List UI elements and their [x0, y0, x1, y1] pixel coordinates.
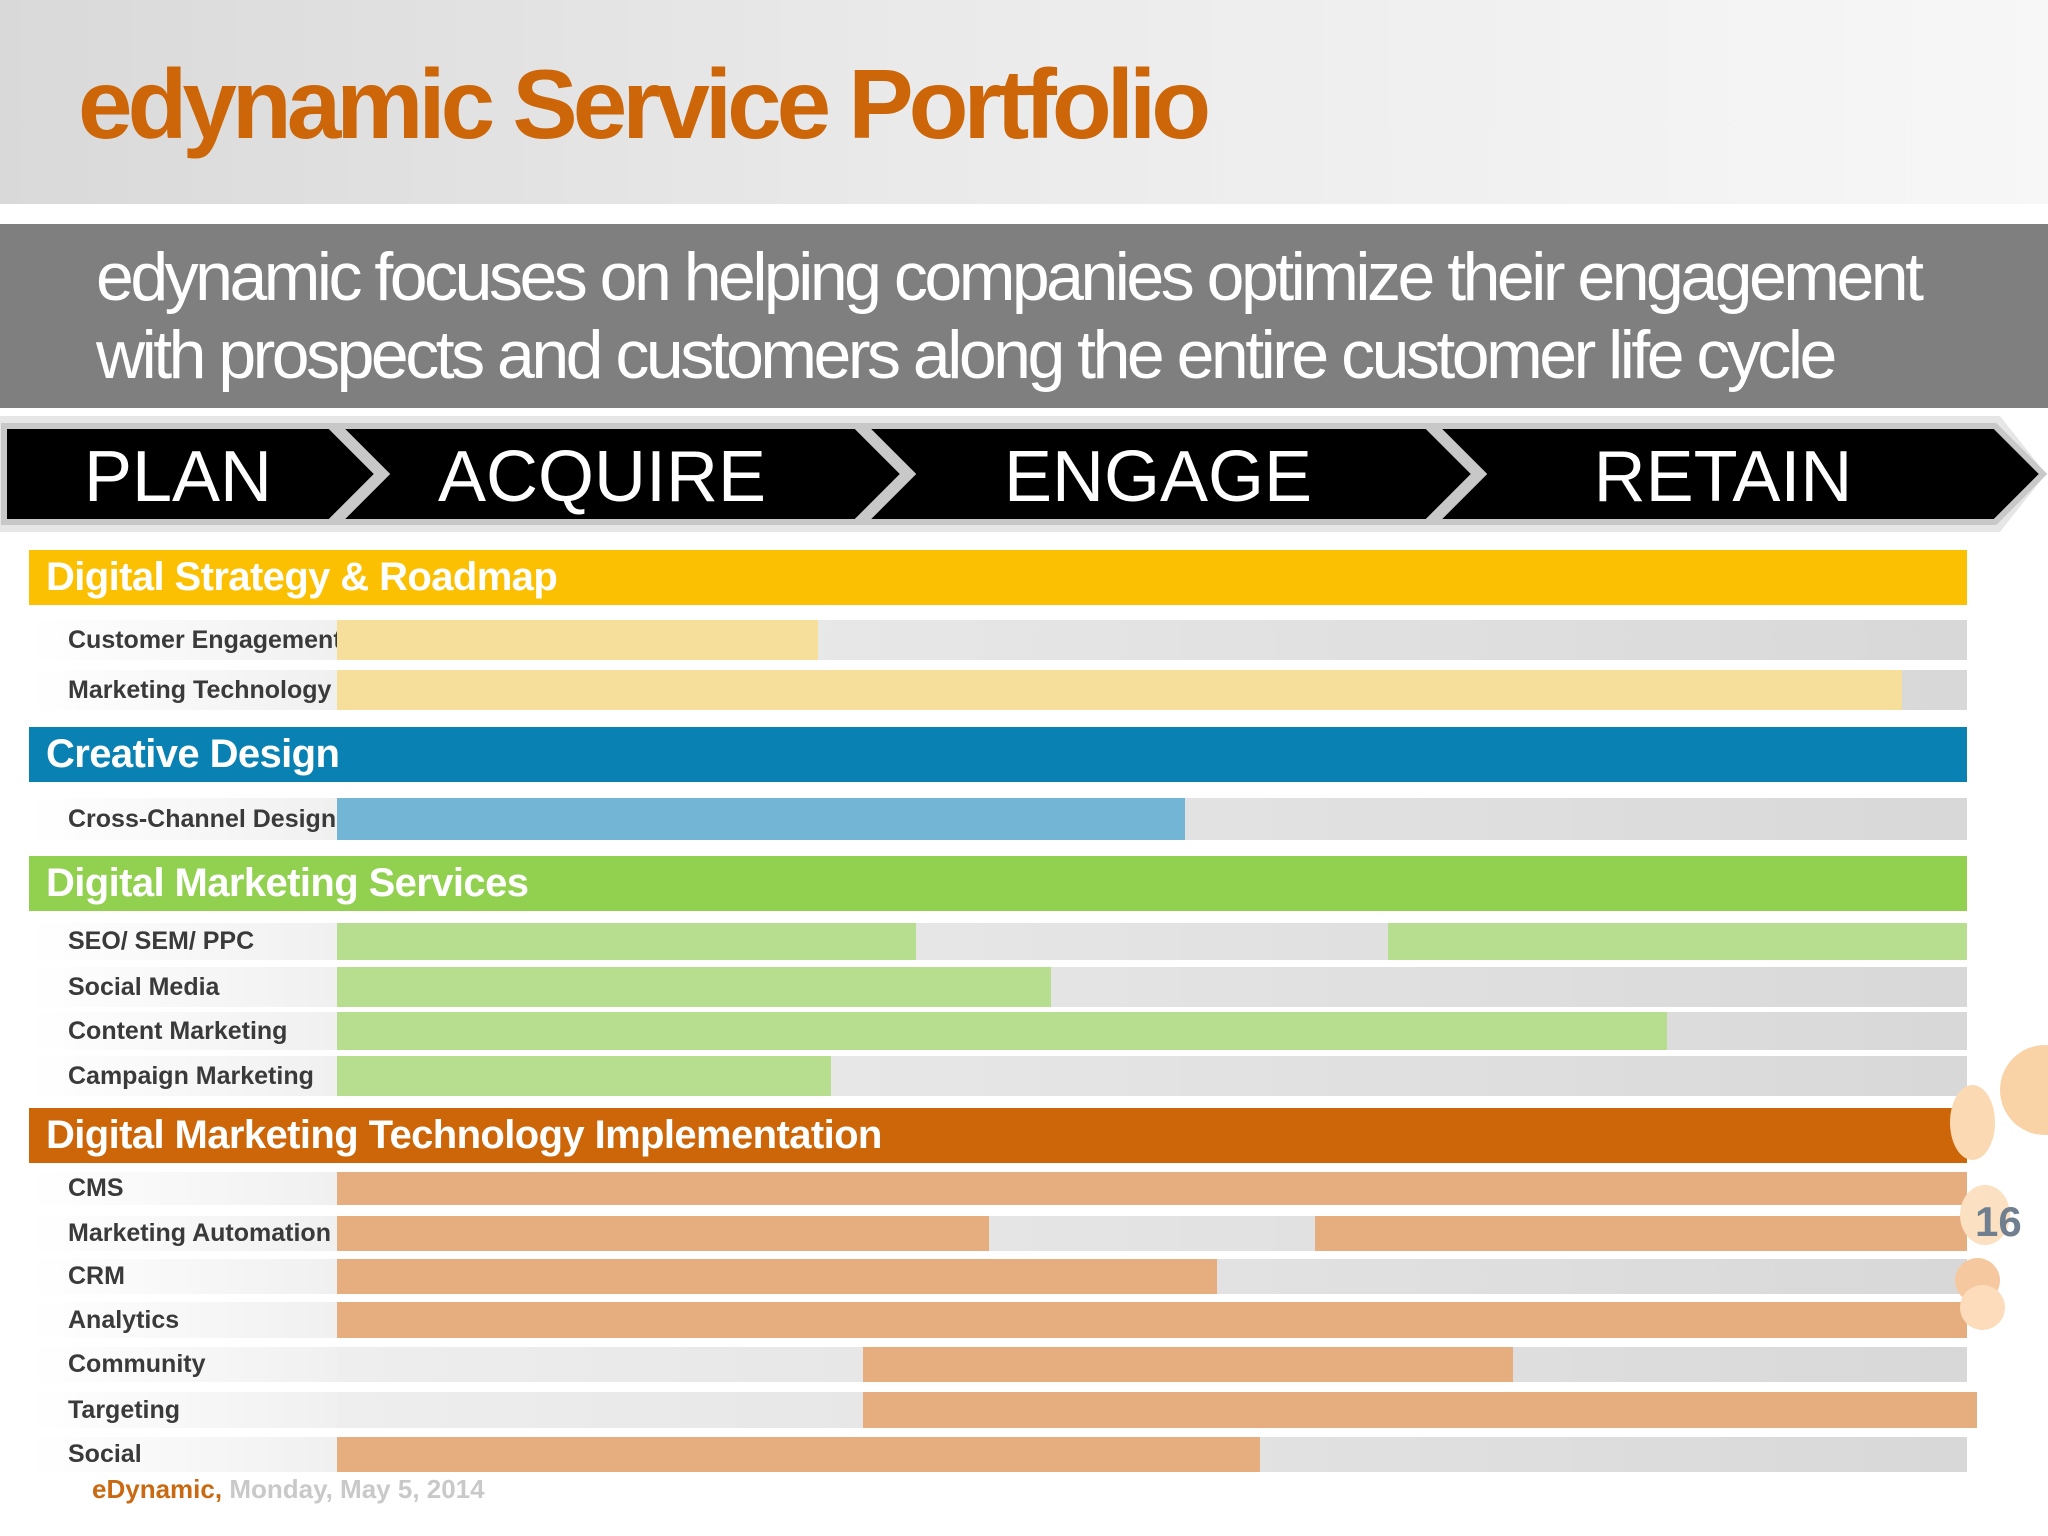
service-row: Targeting	[29, 1392, 1977, 1428]
footer-brand: eDynamic,	[92, 1474, 223, 1504]
coverage-bar	[337, 1302, 1967, 1338]
row-label-background	[29, 1437, 337, 1472]
coverage-bar	[337, 1012, 1667, 1050]
coverage-bar	[1315, 1216, 1967, 1251]
phase-arrows: PLAN ACQUIRE ENGAGE RETAIN	[0, 416, 2048, 532]
subtitle-band: edynamic focuses on helping companies op…	[0, 224, 2048, 408]
timeline-track	[337, 1012, 1967, 1050]
service-label: Campaign Marketing	[68, 1061, 314, 1090]
service-label: SEO/ SEM/ PPC	[68, 927, 255, 955]
coverage-bar	[1388, 923, 1967, 960]
coverage-bar	[337, 1437, 1260, 1472]
service-row: Social Media	[29, 967, 1967, 1007]
service-label: CRM	[68, 1262, 125, 1290]
service-label: Marketing Technology	[68, 675, 332, 704]
coverage-bar	[337, 967, 1051, 1007]
row-label-background	[29, 670, 337, 710]
row-label-background	[29, 1172, 337, 1205]
timeline-track	[337, 1392, 1977, 1428]
service-label: Marketing Automation	[68, 1219, 331, 1247]
group-header: Digital Strategy & Roadmap	[29, 550, 1967, 605]
row-label-background	[29, 967, 337, 1007]
service-row: Content Marketing	[29, 1012, 1967, 1050]
timeline-track	[337, 1302, 1967, 1338]
coverage-bar	[337, 923, 916, 960]
service-label: Cross-Channel Design	[68, 804, 337, 833]
coverage-bar	[337, 1172, 1967, 1205]
timeline-track	[337, 967, 1967, 1007]
service-label: CMS	[68, 1174, 124, 1202]
service-row: Marketing Automation	[29, 1216, 1967, 1251]
phase-label-acquire: ACQUIRE	[438, 437, 766, 517]
phase-label-plan: PLAN	[84, 437, 272, 517]
phase-arrow-engage	[856, 423, 1480, 525]
row-label-background	[29, 620, 337, 660]
service-label: Analytics	[68, 1305, 180, 1334]
service-row: Cross-Channel Design	[29, 798, 1967, 840]
row-label-background	[29, 1302, 337, 1338]
decorative-circle	[1960, 1285, 2005, 1330]
timeline-track	[337, 1347, 1967, 1382]
row-label-background	[29, 1012, 337, 1050]
coverage-bar	[337, 1216, 989, 1251]
phase-arrow-acquire	[330, 423, 909, 525]
timeline-track	[337, 923, 1967, 960]
phase-label-retain: RETAIN	[1594, 437, 1853, 517]
coverage-bar	[337, 670, 1902, 710]
coverage-bar	[337, 798, 1185, 840]
row-label-background	[29, 923, 337, 960]
timeline-track	[337, 1437, 1967, 1472]
timeline-track	[337, 1172, 1967, 1205]
row-label-background	[29, 1216, 337, 1251]
service-row: Marketing Technology	[29, 670, 1967, 710]
service-label: Community	[68, 1350, 206, 1378]
row-label-background	[29, 1347, 337, 1382]
coverage-bar	[863, 1347, 1513, 1382]
row-label-background	[29, 1056, 337, 1096]
coverage-bar	[337, 1259, 1217, 1294]
phase-arrow-plan	[1, 423, 383, 525]
timeline-track	[337, 798, 1967, 840]
decorative-circle	[1960, 1185, 2010, 1245]
title-band: edynamic Service Portfolio	[0, 0, 2048, 204]
service-label: Social Media	[68, 972, 220, 1001]
coverage-bar	[337, 620, 818, 660]
row-label-background	[29, 1259, 337, 1294]
decorative-circle	[1950, 1085, 1995, 1160]
service-row: Social	[29, 1437, 1967, 1472]
timeline-track	[337, 620, 1967, 660]
page-number: 16	[1975, 1198, 2022, 1245]
row-label-background	[29, 1392, 337, 1428]
phase-arrow-retain	[1427, 423, 2048, 525]
service-label: Content Marketing	[68, 1016, 288, 1045]
slide-subtitle: edynamic focuses on helping companies op…	[96, 239, 1924, 393]
timeline-track	[337, 670, 1967, 710]
group-header: Creative Design	[29, 727, 1967, 782]
service-label: Social	[68, 1440, 142, 1468]
slide-title: edynamic Service Portfolio	[78, 49, 1211, 159]
timeline-track	[337, 1056, 1967, 1096]
coverage-bar	[863, 1392, 1977, 1428]
service-row: Campaign Marketing	[29, 1056, 1967, 1096]
group-header: Digital Marketing Technology Implementat…	[29, 1108, 1967, 1163]
footer: eDynamic, Monday, May 5, 2014	[92, 1474, 485, 1505]
decorative-circle	[2000, 1045, 2048, 1135]
service-label: Targeting	[68, 1395, 181, 1424]
service-row: CMS	[29, 1172, 1967, 1205]
row-label-background	[29, 798, 337, 840]
service-row: Community	[29, 1347, 1967, 1382]
footer-date: Monday, May 5, 2014	[229, 1474, 485, 1504]
service-row: SEO/ SEM/ PPC	[29, 923, 1967, 960]
service-row: Customer Engagement	[29, 620, 1967, 660]
phase-label-engage: ENGAGE	[1004, 437, 1312, 517]
timeline-track	[337, 1216, 1967, 1251]
service-row: CRM	[29, 1259, 1967, 1294]
service-label: Customer Engagement	[68, 625, 342, 654]
group-header: Digital Marketing Services	[29, 856, 1967, 911]
service-row: Analytics	[29, 1302, 1967, 1338]
coverage-bar	[337, 1056, 831, 1096]
timeline-track	[337, 1259, 1967, 1294]
